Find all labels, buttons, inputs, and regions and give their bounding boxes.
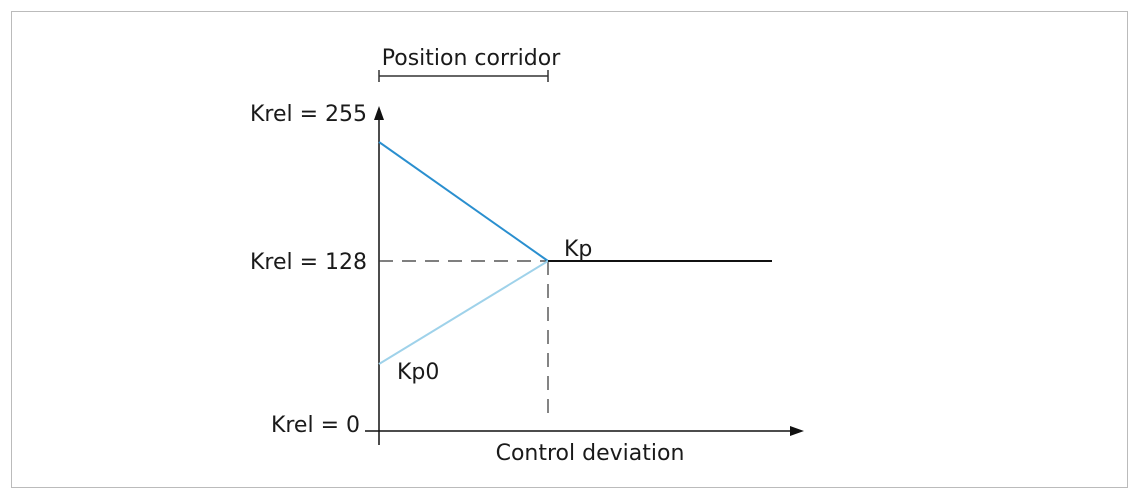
kp0-label: Kp0 [397, 360, 439, 385]
kp-line [378, 141, 549, 262]
krel-mid-label: Krel = 128 [250, 250, 367, 275]
x-axis-label: Control deviation [496, 441, 685, 466]
x-arrow [790, 426, 804, 436]
krel-min-label: Krel = 0 [271, 413, 360, 438]
corridor-label: Position corridor [382, 46, 561, 71]
krel-max-label: Krel = 255 [250, 102, 367, 127]
frame [11, 11, 1128, 488]
corridor-bracket [378, 70, 549, 82]
kp-label: Kp [564, 237, 592, 262]
y-arrow [374, 106, 384, 120]
kp0-line [378, 260, 549, 365]
